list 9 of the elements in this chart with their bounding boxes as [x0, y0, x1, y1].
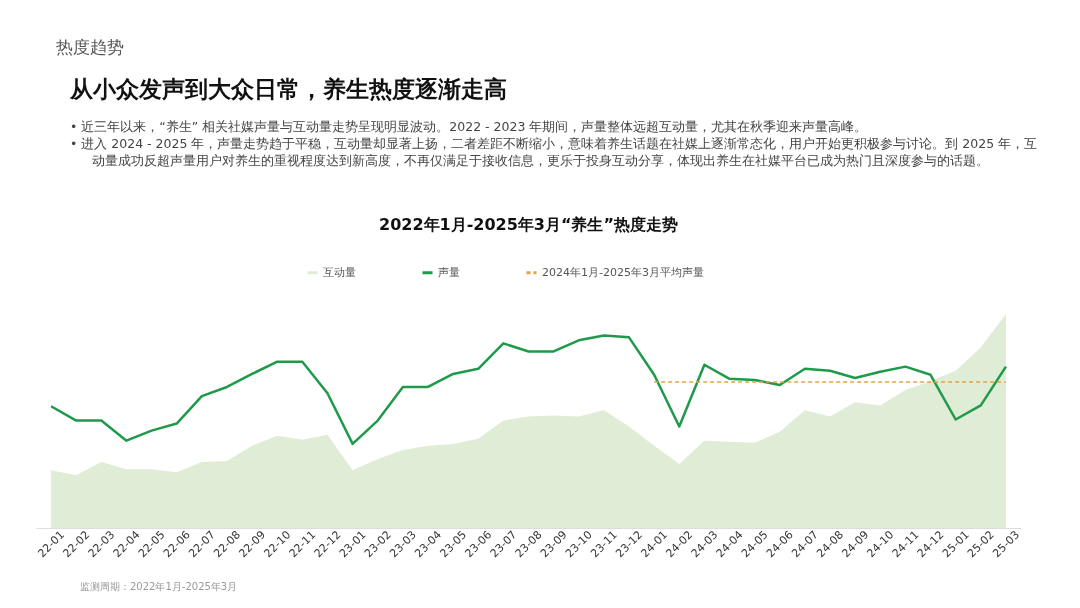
text: • 近三年以来，“养生” 相关社媒声量与互动量走势呈现明显波动。2022 - 2023 年期间，声量整体远超互动量，尤其在秋季迎来声量高峰。	[70, 118, 869, 135]
text: 监测周期：2022年1月-2025年3月	[80, 580, 238, 594]
text: 热度趋势	[56, 36, 124, 59]
legend-label: 声量	[438, 265, 460, 279]
text: • 进入 2024 - 2025 年，声量走势趋于平稳，互动量却显著上扬，二者差距不断缩小，意味着养生话题在社媒上逐渐常态化，用户开始更积极参与讨论。到 2025 年，互动量成功反超声量用户对养生的重视程度达到新高度，不再仅满足于接收信息，更乐于投身互动分享，体现出养生在社媒平台已成为热门且深度参与的话题。	[70, 135, 1039, 169]
legend-label: 互动量	[323, 265, 356, 279]
text: 从小众发声到大众日常，养生热度逐渐走高	[70, 75, 507, 104]
legend-label: 2024年1月-2025年3月平均声量	[542, 265, 704, 279]
chart-title: 2022年1月-2025年3月“养生”热度走势	[379, 215, 678, 234]
